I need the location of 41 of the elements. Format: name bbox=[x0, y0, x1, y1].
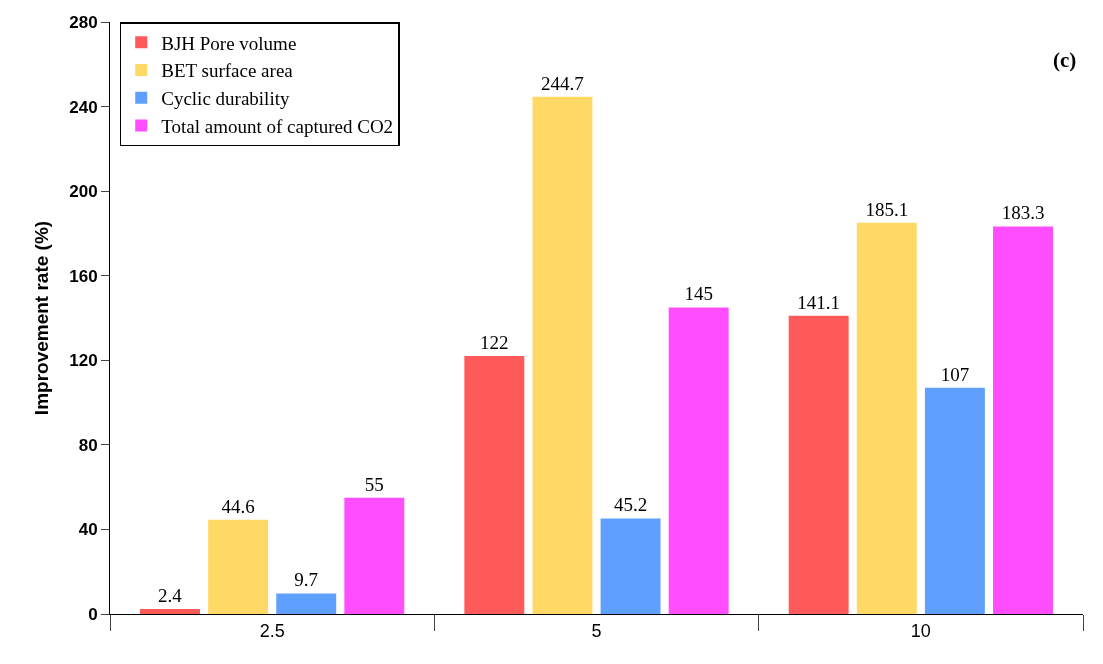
data-label: 45.2 bbox=[613, 494, 648, 516]
y-tick-label: 40 bbox=[78, 520, 98, 540]
data-label: 185.1 bbox=[865, 198, 909, 220]
data-label: 44.6 bbox=[221, 495, 255, 517]
data-label: 141.1 bbox=[797, 291, 841, 313]
y-tick-label: 160 bbox=[69, 266, 98, 286]
y-tick-label: 240 bbox=[69, 97, 98, 117]
legend-label: Cyclic durability bbox=[161, 88, 290, 110]
data-label: 145 bbox=[684, 283, 713, 305]
data-label: 2.4 bbox=[157, 584, 183, 606]
x-tick-label: 10 bbox=[910, 620, 931, 641]
x-tick-label: 2.5 bbox=[259, 620, 285, 641]
y-tick-label: 120 bbox=[69, 351, 98, 371]
data-label: 244.7 bbox=[541, 72, 584, 94]
bar bbox=[344, 497, 405, 614]
data-label: 122 bbox=[480, 332, 509, 354]
data-label: 9.7 bbox=[294, 569, 319, 591]
bar bbox=[276, 593, 337, 614]
data-label: 55 bbox=[364, 473, 384, 495]
bar bbox=[532, 96, 593, 614]
bar bbox=[788, 315, 849, 614]
legend-label: Total amount of captured CO2 bbox=[161, 115, 394, 137]
legend-label: BET surface area bbox=[161, 60, 294, 82]
bar bbox=[993, 226, 1053, 614]
bar bbox=[856, 222, 917, 614]
bar bbox=[668, 307, 729, 614]
bar bbox=[924, 387, 985, 614]
y-tick-label: 80 bbox=[78, 435, 98, 455]
y-tick-label: 200 bbox=[69, 182, 98, 202]
data-label: 183.3 bbox=[1001, 202, 1045, 224]
annotation: (c) bbox=[1053, 48, 1077, 72]
bar bbox=[600, 518, 661, 614]
y-tick-label: 0 bbox=[88, 604, 98, 624]
data-label: 107 bbox=[940, 363, 970, 385]
legend-label: BJH Pore volume bbox=[161, 32, 297, 54]
y-tick-label: 280 bbox=[69, 12, 98, 32]
bar bbox=[208, 519, 269, 614]
x-tick-label: 5 bbox=[591, 620, 602, 641]
bar bbox=[464, 356, 525, 614]
y-axis-title: Improvement rate (%) bbox=[31, 220, 53, 416]
bar bbox=[140, 608, 200, 614]
